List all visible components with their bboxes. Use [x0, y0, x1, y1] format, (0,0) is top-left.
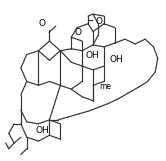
Text: O: O: [95, 17, 102, 26]
Text: me: me: [99, 82, 111, 91]
Text: O: O: [38, 19, 45, 28]
Text: OH: OH: [85, 51, 99, 60]
Text: OH: OH: [110, 55, 123, 64]
Text: O: O: [74, 28, 81, 37]
Text: OH: OH: [36, 126, 50, 135]
